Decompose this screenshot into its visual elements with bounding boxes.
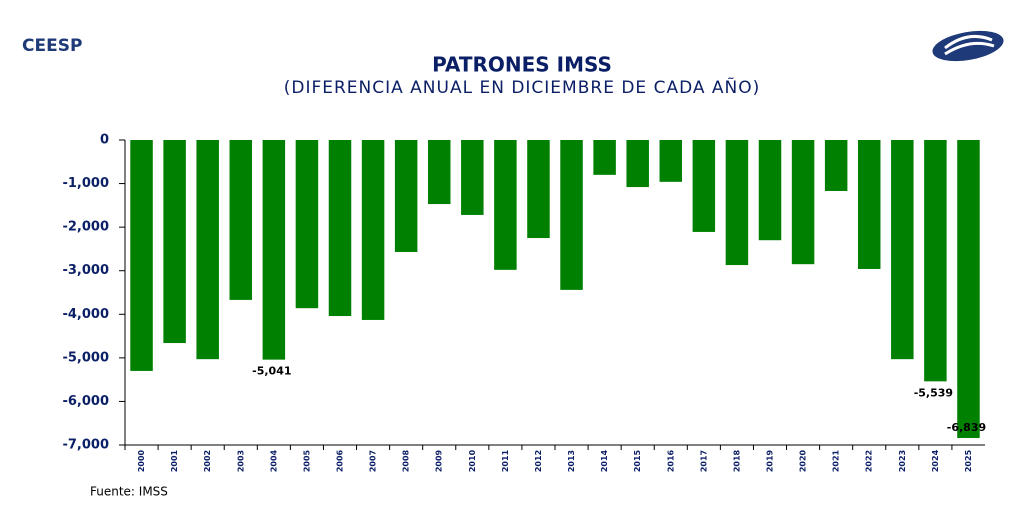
x-tick-label: 2025 [964, 449, 973, 472]
y-tick-label: 0 [100, 133, 109, 148]
bar [196, 140, 219, 360]
x-tick-label: 2013 [567, 450, 576, 472]
x-tick-label: 2022 [865, 450, 874, 472]
value-label: -5,539 [914, 386, 953, 399]
bar [560, 140, 583, 290]
bar [328, 140, 352, 317]
x-tick-label: 2020 [799, 449, 808, 472]
bar [626, 140, 649, 188]
source: Fuente: IMSS [90, 485, 168, 499]
y-tick-label: -1,000 [62, 176, 109, 191]
y-tick-label: -2,000 [62, 220, 109, 235]
x-tick-label: 2007 [369, 450, 378, 472]
bar [394, 140, 418, 252]
x-tick-label: 2021 [832, 449, 841, 472]
bar [163, 140, 186, 344]
x-tick-label: 2003 [236, 450, 245, 472]
bar [725, 140, 749, 266]
bar [924, 140, 947, 382]
y-tick-label: -4,000 [62, 307, 109, 322]
x-tick-label: 2018 [732, 449, 741, 472]
bar [130, 140, 153, 371]
x-tick-label: 2011 [501, 449, 510, 472]
x-tick-label: 2015 [633, 449, 642, 472]
bar [659, 140, 683, 182]
x-tick-label: 2024 [931, 449, 940, 472]
value-label: -6,839 [947, 421, 986, 434]
bar [229, 140, 253, 300]
brand: CEESP [22, 36, 82, 56]
x-tick-label: 2019 [766, 449, 775, 472]
chart-title: PATRONES IMSS [432, 53, 612, 77]
bar [295, 140, 319, 309]
bar [791, 140, 815, 265]
bar [891, 140, 914, 360]
x-tick-label: 2017 [699, 450, 708, 472]
x-tick-label: 2023 [898, 450, 907, 472]
bar [824, 140, 848, 191]
bar [758, 140, 782, 241]
x-tick-label: 2012 [534, 450, 543, 472]
bar [593, 140, 616, 175]
x-tick-label: 2014 [600, 449, 609, 472]
value-label: -5,041 [252, 365, 291, 378]
logo [932, 30, 1004, 62]
x-tick-label: 2016 [666, 449, 675, 472]
bar [527, 140, 550, 239]
bar [857, 140, 881, 269]
x-tick-label: 2005 [302, 449, 311, 472]
y-tick-label: -5,000 [62, 350, 109, 365]
y-tick-label: -6,000 [62, 394, 109, 409]
chart-subtitle: (DIFERENCIA ANUAL EN DICIEMBRE DE CADA A… [284, 76, 761, 98]
x-tick-label: 2001 [170, 449, 179, 472]
x-tick-label: 2000 [137, 449, 146, 472]
bar [461, 140, 484, 215]
bar [494, 140, 517, 270]
x-tick-label: 2004 [269, 449, 278, 472]
bar [427, 140, 451, 205]
x-tick-label: 2010 [468, 449, 477, 472]
x-tick-label: 2009 [435, 449, 444, 472]
y-tick-label: -3,000 [62, 263, 109, 278]
x-tick-label: 2002 [203, 450, 212, 472]
bar [262, 140, 286, 360]
bar [957, 140, 980, 438]
bar [361, 140, 385, 320]
y-tick-label: -7,000 [62, 438, 109, 453]
x-tick-label: 2008 [402, 449, 411, 472]
x-tick-label: 2006 [336, 449, 345, 472]
bar [692, 140, 716, 232]
